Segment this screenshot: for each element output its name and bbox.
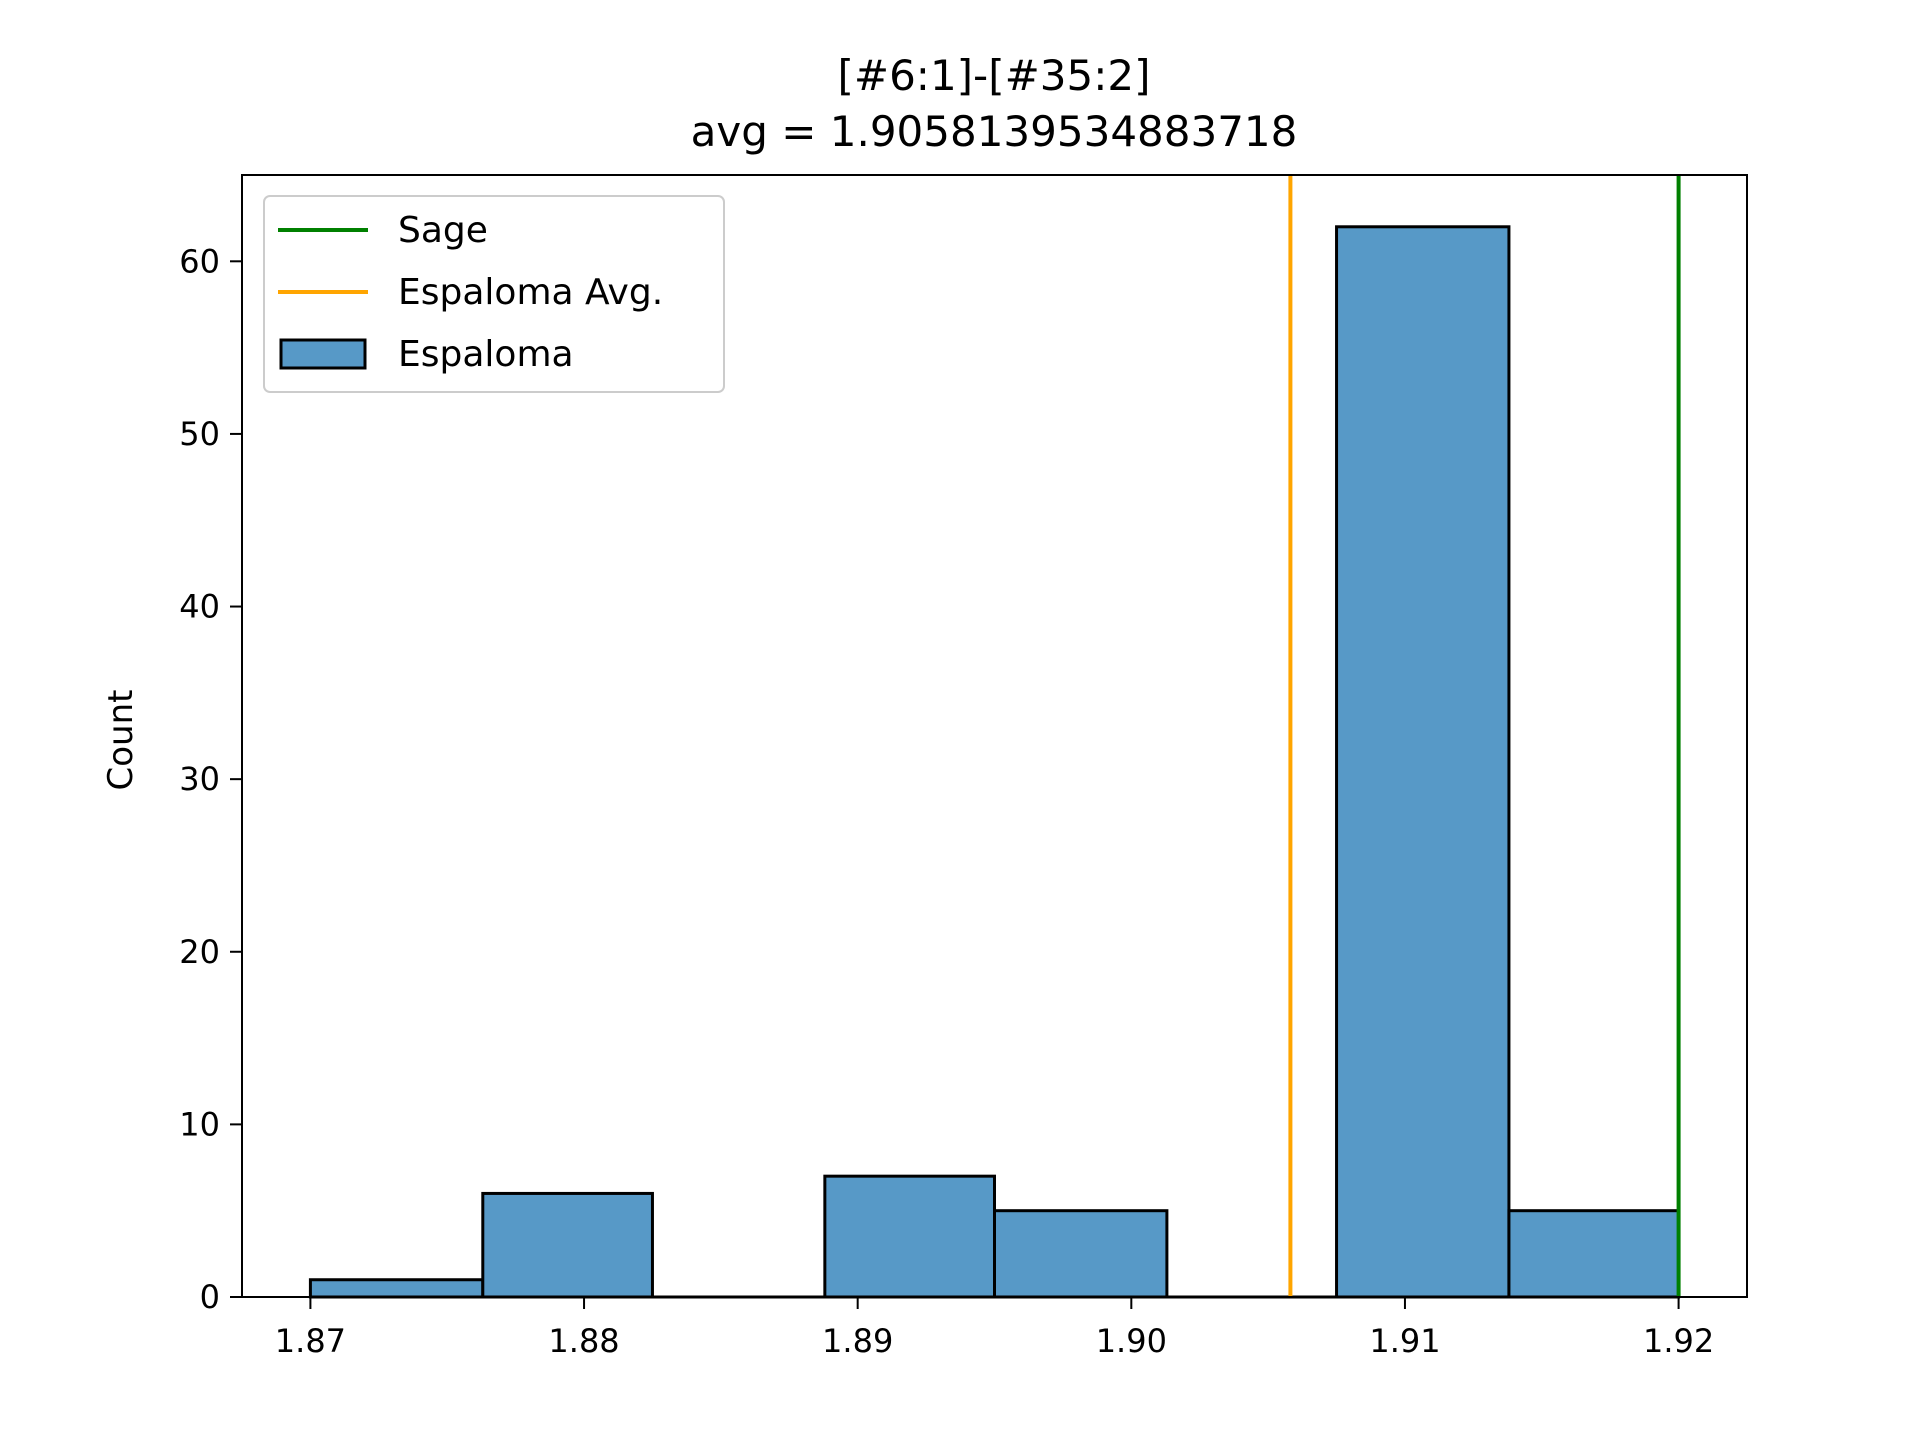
y-tick-label: 40 — [179, 588, 220, 626]
histogram-bar — [1507, 1209, 1681, 1299]
legend-label: Sage — [398, 210, 488, 251]
x-tick-label: 1.92 — [1643, 1322, 1714, 1360]
x-tick-label: 1.91 — [1369, 1322, 1440, 1360]
y-tick-label: 20 — [179, 933, 220, 971]
y-tick-label: 0 — [200, 1278, 220, 1316]
axes-frame — [241, 174, 1748, 1298]
histogram-bar — [308, 1278, 485, 1299]
y-tick-label: 10 — [179, 1105, 220, 1143]
histogram-bar — [481, 1191, 654, 1299]
y-tick-label: 60 — [179, 242, 220, 280]
legend-label: Espaloma Avg. — [398, 272, 663, 313]
y-tick-label: 50 — [179, 415, 220, 453]
chart-subtitle: avg = 1.9058139534883718 — [691, 107, 1298, 156]
histogram-bar — [993, 1209, 1169, 1299]
legend-label: Espaloma — [398, 334, 574, 375]
legend-swatch-patch — [279, 338, 367, 370]
histogram-bar — [1335, 225, 1511, 1299]
legend: Sage Espaloma Avg. Espaloma — [263, 195, 725, 393]
chart-title: [#6:1]-[#35:2] — [838, 51, 1151, 100]
histogram-bar — [823, 1174, 996, 1299]
x-tick-label: 1.89 — [822, 1322, 893, 1360]
x-tick-label: 1.90 — [1096, 1322, 1167, 1360]
plot-area: 1.87 1.88 1.89 1.90 1.91 1.92 0 10 20 30 40 50 60 — [179, 174, 1748, 1360]
legend-box — [263, 195, 725, 393]
x-tick-label: 1.87 — [275, 1322, 346, 1360]
y-tick-label: 30 — [179, 760, 220, 798]
x-tick-label: 1.88 — [548, 1322, 619, 1360]
y-axis-label: Count — [101, 690, 141, 791]
